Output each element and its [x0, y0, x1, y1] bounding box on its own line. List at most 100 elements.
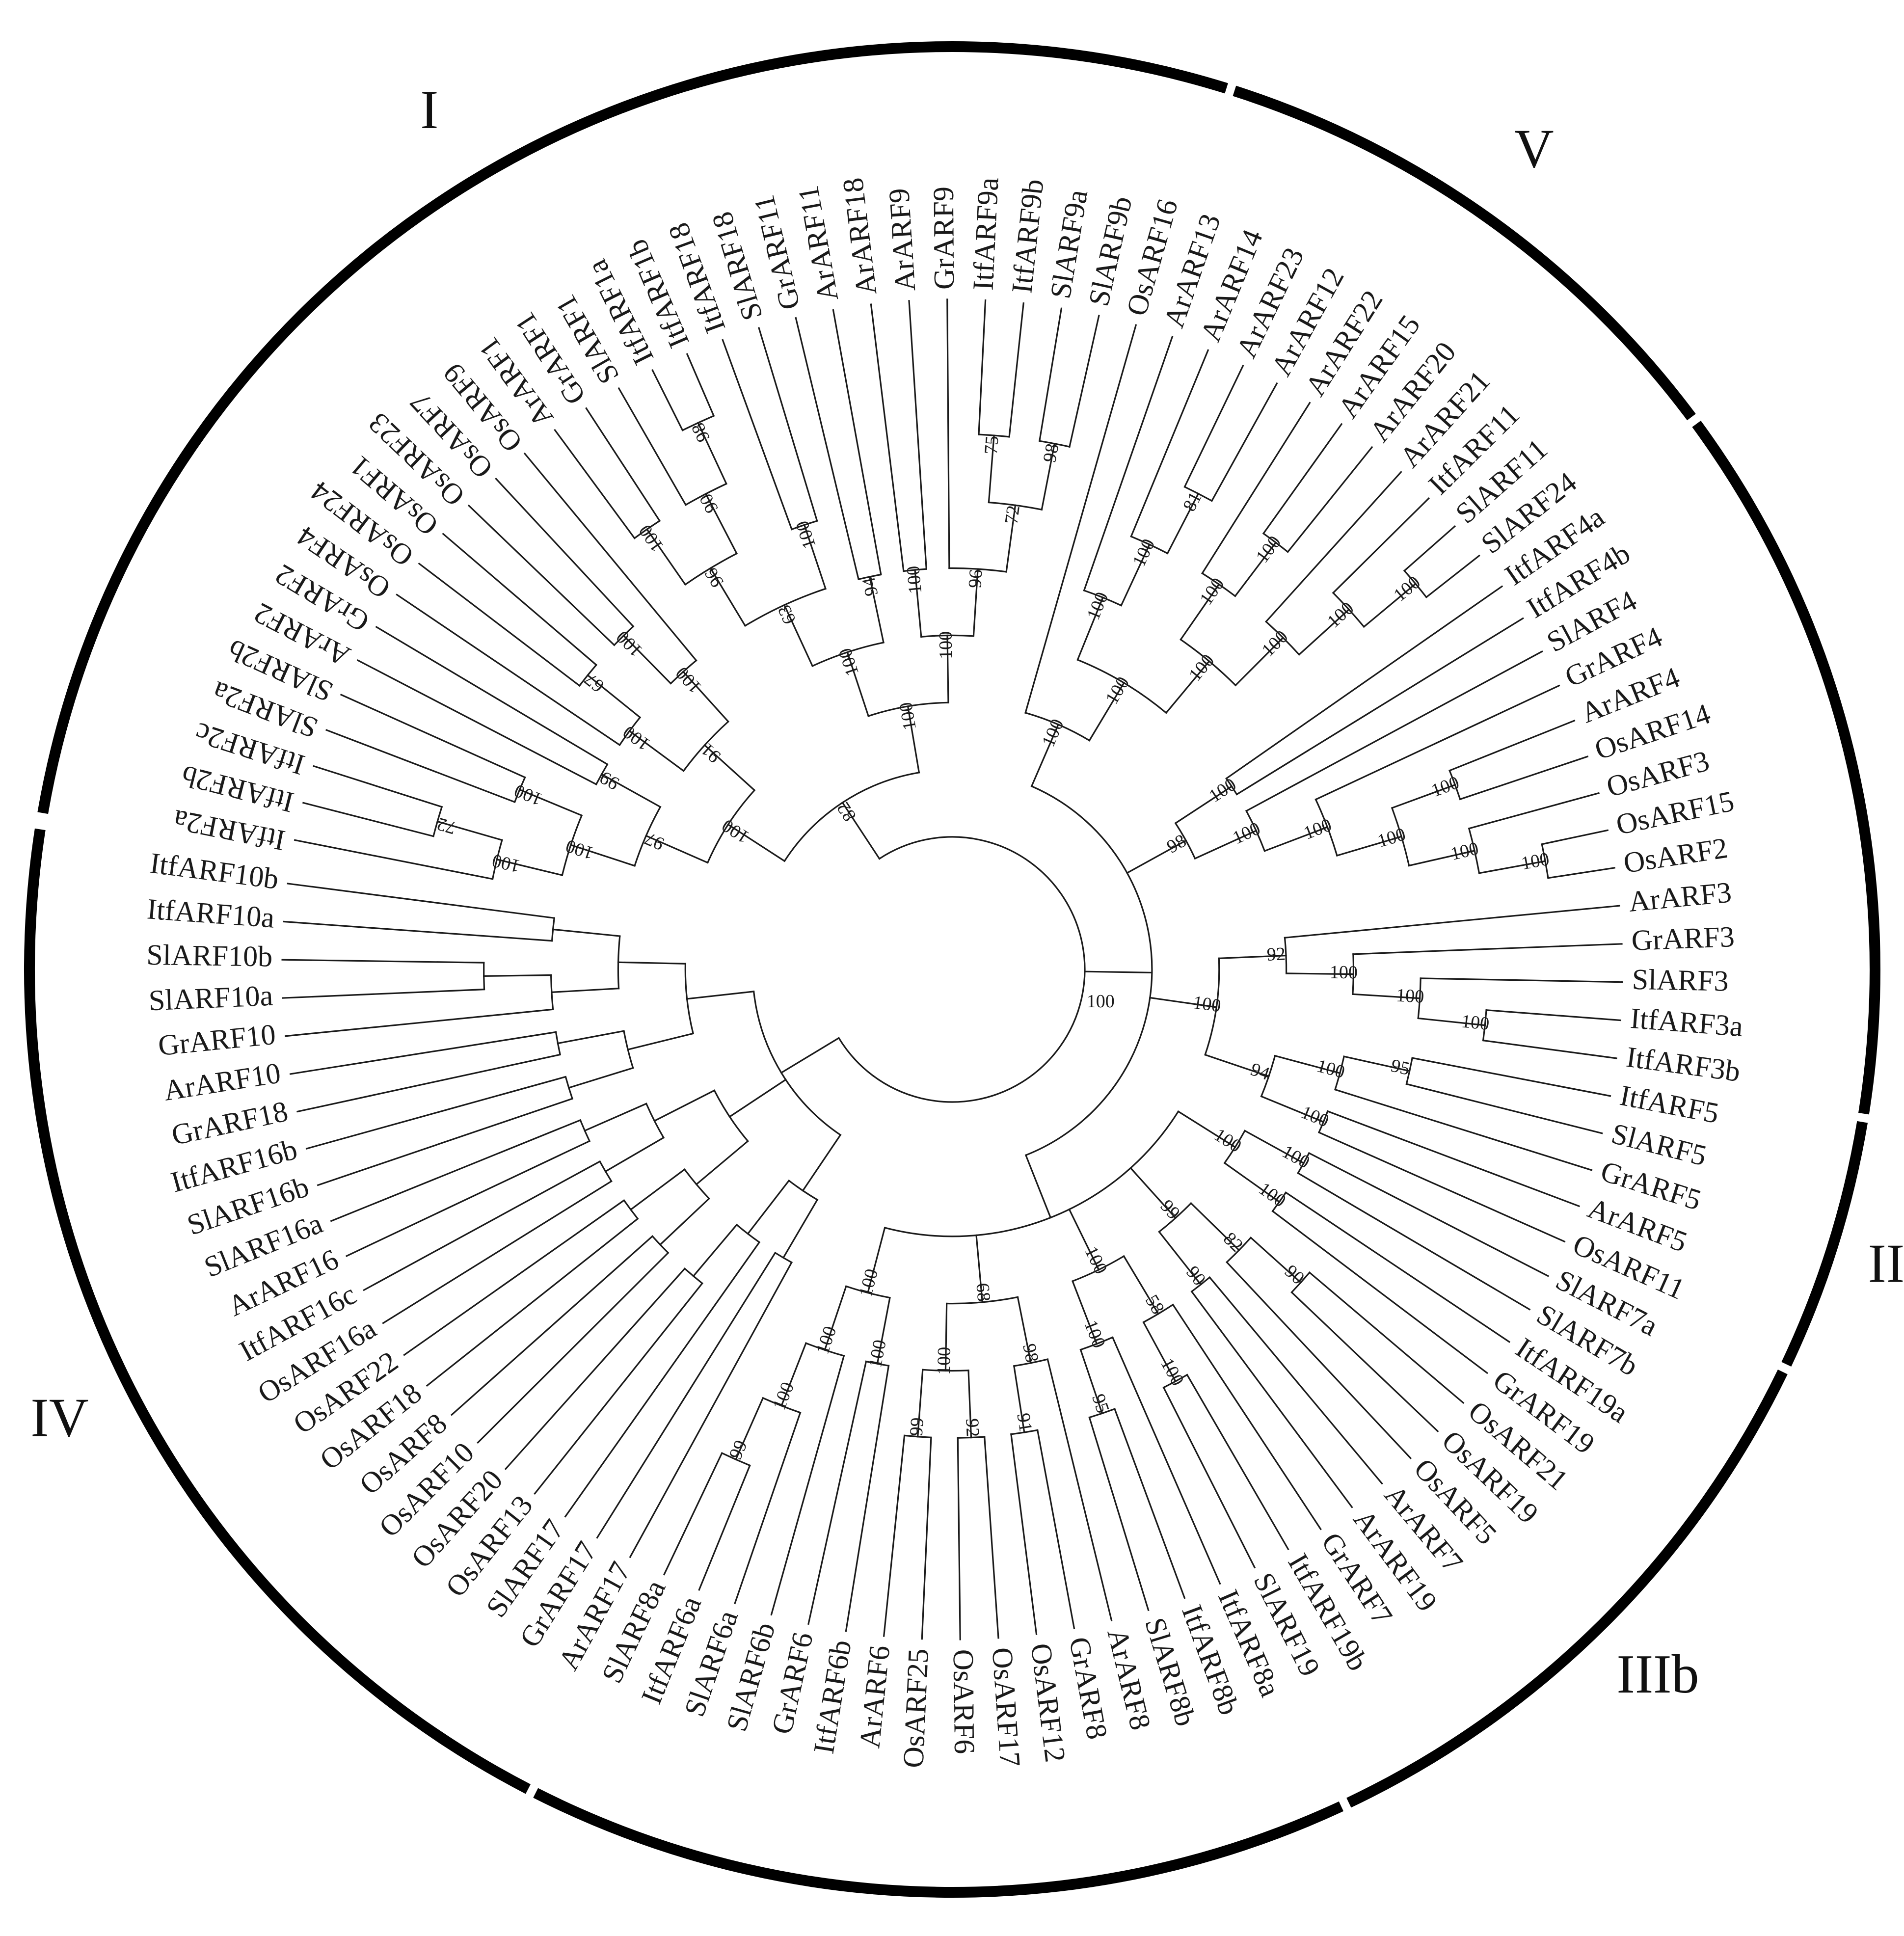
tree-branch	[375, 626, 609, 766]
support-value: 100	[1252, 532, 1285, 567]
support-value: 91	[697, 739, 724, 767]
tree-branch	[1547, 867, 1616, 879]
leaf-osarf25: OsARF25	[897, 1648, 935, 1769]
leaf-ararf9: ArARF9	[883, 188, 921, 293]
tree-branch	[645, 528, 687, 586]
tree-branch	[807, 1360, 867, 1625]
tree-branch	[567, 1067, 634, 1089]
leaf-grarf9: GrARF9	[927, 187, 961, 290]
support-value: 100	[1128, 536, 1159, 569]
support-value: 100	[1230, 818, 1263, 849]
tree-branch	[600, 773, 662, 808]
tree-branch	[1314, 684, 1560, 801]
support-value: 100	[1156, 1355, 1188, 1389]
tree-branch	[1249, 1237, 1302, 1284]
support-value: 97	[642, 828, 667, 855]
tree-branch	[770, 1355, 845, 1616]
support-value: 100	[936, 631, 957, 660]
support-value: 100	[1038, 716, 1068, 750]
tree-branch	[1225, 585, 1503, 780]
support-value: 100	[1258, 626, 1292, 661]
tree-branch	[596, 1251, 777, 1539]
leaf-itfarf3b: ItfARF3b	[1624, 1041, 1742, 1088]
tree-branch	[845, 1365, 890, 1632]
support-value: 100	[1101, 673, 1133, 707]
clade-label-iiib: IIIb	[1617, 1644, 1699, 1705]
support-value: 72	[1001, 504, 1024, 525]
support-value: 100	[612, 626, 646, 661]
tree-branch	[883, 1434, 906, 1637]
tree-branch	[617, 961, 687, 965]
tree-branch	[418, 562, 581, 687]
tree-branch	[709, 567, 747, 627]
tree-branch	[345, 1140, 591, 1257]
tree-branch	[1038, 307, 1063, 442]
tree-branch	[1036, 1429, 1075, 1630]
leaf-ararf18: ArARF18	[836, 176, 883, 297]
tree-branch	[916, 1369, 924, 1438]
tree-branch	[983, 1436, 999, 1639]
tree-branch	[1201, 402, 1311, 575]
support-value: 100	[1375, 824, 1408, 851]
tree-branch	[841, 801, 881, 860]
tree-branch	[946, 634, 949, 703]
tree-branch	[734, 1411, 802, 1605]
tree-branch	[1271, 1210, 1488, 1374]
clade-arc-v	[1233, 85, 1696, 421]
tree-branch	[557, 1030, 625, 1045]
tree-branch	[534, 1282, 703, 1495]
tree-branch	[795, 317, 860, 581]
leaf-osarf6: OsARF6	[947, 1649, 981, 1754]
support-value: 100	[1255, 1179, 1290, 1211]
tree-branch	[1243, 1129, 1305, 1164]
leaf-itfarf3a: ItfARF3a	[1629, 1002, 1744, 1043]
clade-arc-ii	[1692, 420, 1880, 1115]
tree-branch	[1263, 826, 1329, 852]
tree-branch	[1129, 1167, 1177, 1219]
support-value: 100	[812, 1323, 841, 1356]
tree-branch	[1088, 681, 1125, 742]
tree-branch	[396, 593, 621, 746]
tree-branch	[1183, 365, 1244, 488]
tree-branch	[403, 1199, 625, 1356]
tree-branch	[1336, 835, 1403, 857]
tree-branch	[585, 407, 661, 522]
support-value: 99	[725, 1437, 751, 1463]
tree-branch	[1208, 1276, 1383, 1485]
tree-branch	[584, 1102, 647, 1132]
tree-branch	[988, 434, 995, 504]
support-value: 100	[1460, 1011, 1490, 1034]
tree-branch	[824, 1285, 847, 1351]
tree-branch	[1245, 650, 1543, 812]
support-value: 100	[769, 1379, 798, 1413]
support-value: 100	[1080, 1318, 1109, 1351]
leaf-grarf10: GrARF10	[157, 1018, 277, 1062]
tree-branch	[1226, 1261, 1412, 1459]
tree-branch	[1084, 970, 1153, 974]
tree-branch	[876, 1296, 891, 1365]
tree-branch	[285, 1008, 554, 1037]
tree-branch	[1308, 1271, 1465, 1404]
tree-branch	[1204, 1053, 1270, 1077]
tree-branch	[1308, 1152, 1549, 1277]
tree-branch	[1210, 382, 1278, 502]
support-value: 82	[833, 798, 860, 825]
tree-branch	[629, 1168, 686, 1211]
support-value: 100	[511, 780, 545, 810]
support-value: 92	[962, 1418, 983, 1438]
tree-branch	[604, 1136, 665, 1173]
support-value: 91	[1013, 1412, 1036, 1433]
tree-branch	[1008, 302, 1024, 438]
clade-label-iiic: IIIc	[896, 1935, 975, 1936]
tree-branch	[1478, 860, 1546, 874]
support-value: 100	[855, 1266, 882, 1299]
tree-branch	[1459, 755, 1589, 801]
tree-branch	[1260, 1095, 1325, 1123]
leaf-itfarf9b: ItfARF9b	[1005, 178, 1049, 295]
tree-branch	[1162, 1386, 1256, 1569]
support-value: 100	[1205, 774, 1240, 807]
tree-branch	[1088, 1416, 1150, 1612]
tree-branch	[1079, 1348, 1103, 1415]
tree-branch	[1068, 1208, 1100, 1271]
